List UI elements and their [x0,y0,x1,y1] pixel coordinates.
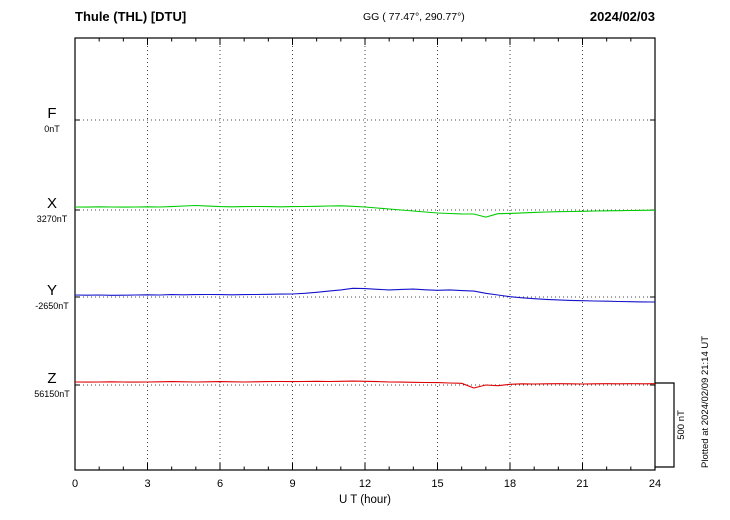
plot-date: 2024/02/03 [590,9,655,24]
x-tick-label: 3 [144,478,150,490]
x-tick-label: 15 [431,478,443,490]
trace-Z [74,380,656,389]
series-label-Z: Z [47,370,56,387]
geographic-coords: GG ( 77.47°, 290.77°) [363,11,465,23]
scale-bar [655,382,675,468]
series-baseline-label-X: 3270nT [37,214,68,224]
trace-X [74,204,656,218]
plotted-at-note: Plotted at 2024/02/09 21:14 UT [700,336,711,468]
x-axis-label: U T (hour) [339,494,391,506]
scale-bar-label: 500 nT [676,410,687,440]
x-tick-label: 0 [72,478,78,490]
x-tick-label: 9 [289,478,295,490]
series-label-X: X [47,195,57,212]
plot-dynamic-layer: 0 3 6 9 12 15 18 21 24 [72,38,661,490]
trace-Y [74,287,656,303]
x-tick-label: 18 [504,478,516,490]
series-baseline-label-Y: -2650nT [35,301,69,311]
series-baseline-label-Z: 56150nT [34,389,70,399]
x-tick-label: 12 [359,478,371,490]
station-title: Thule (THL) [DTU] [75,9,186,24]
x-tick-label: 6 [217,478,223,490]
series-label-Y: Y [47,282,57,299]
x-tick-label: 21 [576,478,588,490]
x-tick-label: 24 [649,478,661,490]
series-baseline-label-F: 0nT [44,124,60,134]
series-label-F: F [47,105,56,122]
